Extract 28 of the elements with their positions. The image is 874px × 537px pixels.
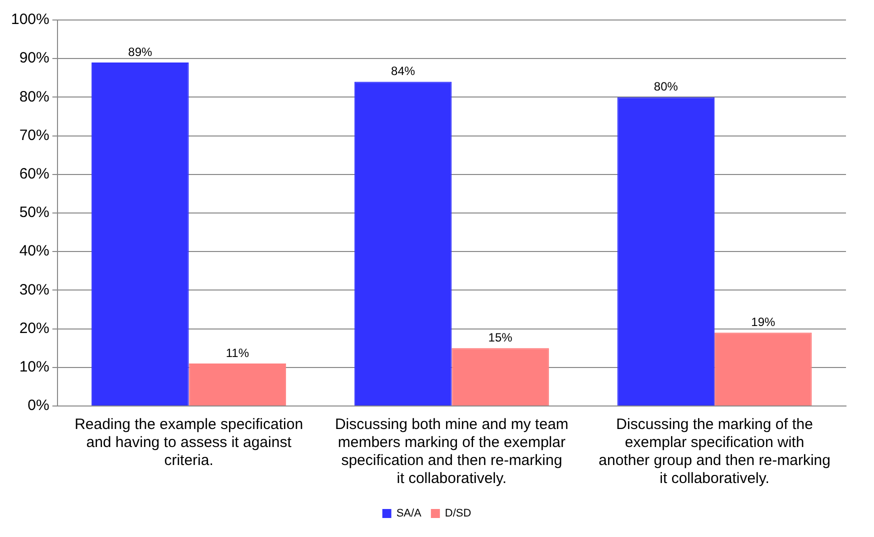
y-tick-label: 50% (19, 204, 50, 222)
x-tick-label: Discussing both mine and my team members marking of the exemplar specification and then re-marking it collaboratively. (334, 416, 568, 488)
x-tick-label: Reading the example specification and having to assess it against criteria. (74, 416, 304, 470)
bar (92, 62, 189, 406)
y-tick-label: 70% (19, 126, 50, 144)
legend-label: SA/A (396, 508, 422, 520)
y-tick-label: 0% (28, 397, 50, 414)
bar (188, 364, 286, 406)
x-tick-label: Discussing the marking of the exemplar specification with another group and then re-marking it collaboratively. (598, 416, 830, 488)
y-tick-label: 40% (19, 242, 50, 260)
data-label: 11% (226, 346, 250, 360)
y-tick-label: 80% (19, 88, 50, 106)
data-label: 84% (391, 64, 416, 78)
data-label: 89% (128, 44, 153, 59)
y-tick-label: 20% (19, 320, 50, 337)
legend-label: D/SD (444, 508, 472, 520)
bar (714, 332, 812, 406)
bar (452, 348, 549, 406)
y-tick-label: 30% (19, 281, 50, 298)
data-label: 80% (654, 80, 678, 94)
data-label: 15% (488, 330, 513, 344)
y-tick-label: 100% (10, 11, 50, 28)
bar (354, 82, 452, 406)
bar (617, 97, 715, 406)
y-tick-label: 60% (19, 166, 50, 183)
data-label: 19% (751, 314, 776, 329)
y-tick-label: 90% (19, 50, 50, 67)
y-tick-label: 10% (19, 358, 50, 376)
